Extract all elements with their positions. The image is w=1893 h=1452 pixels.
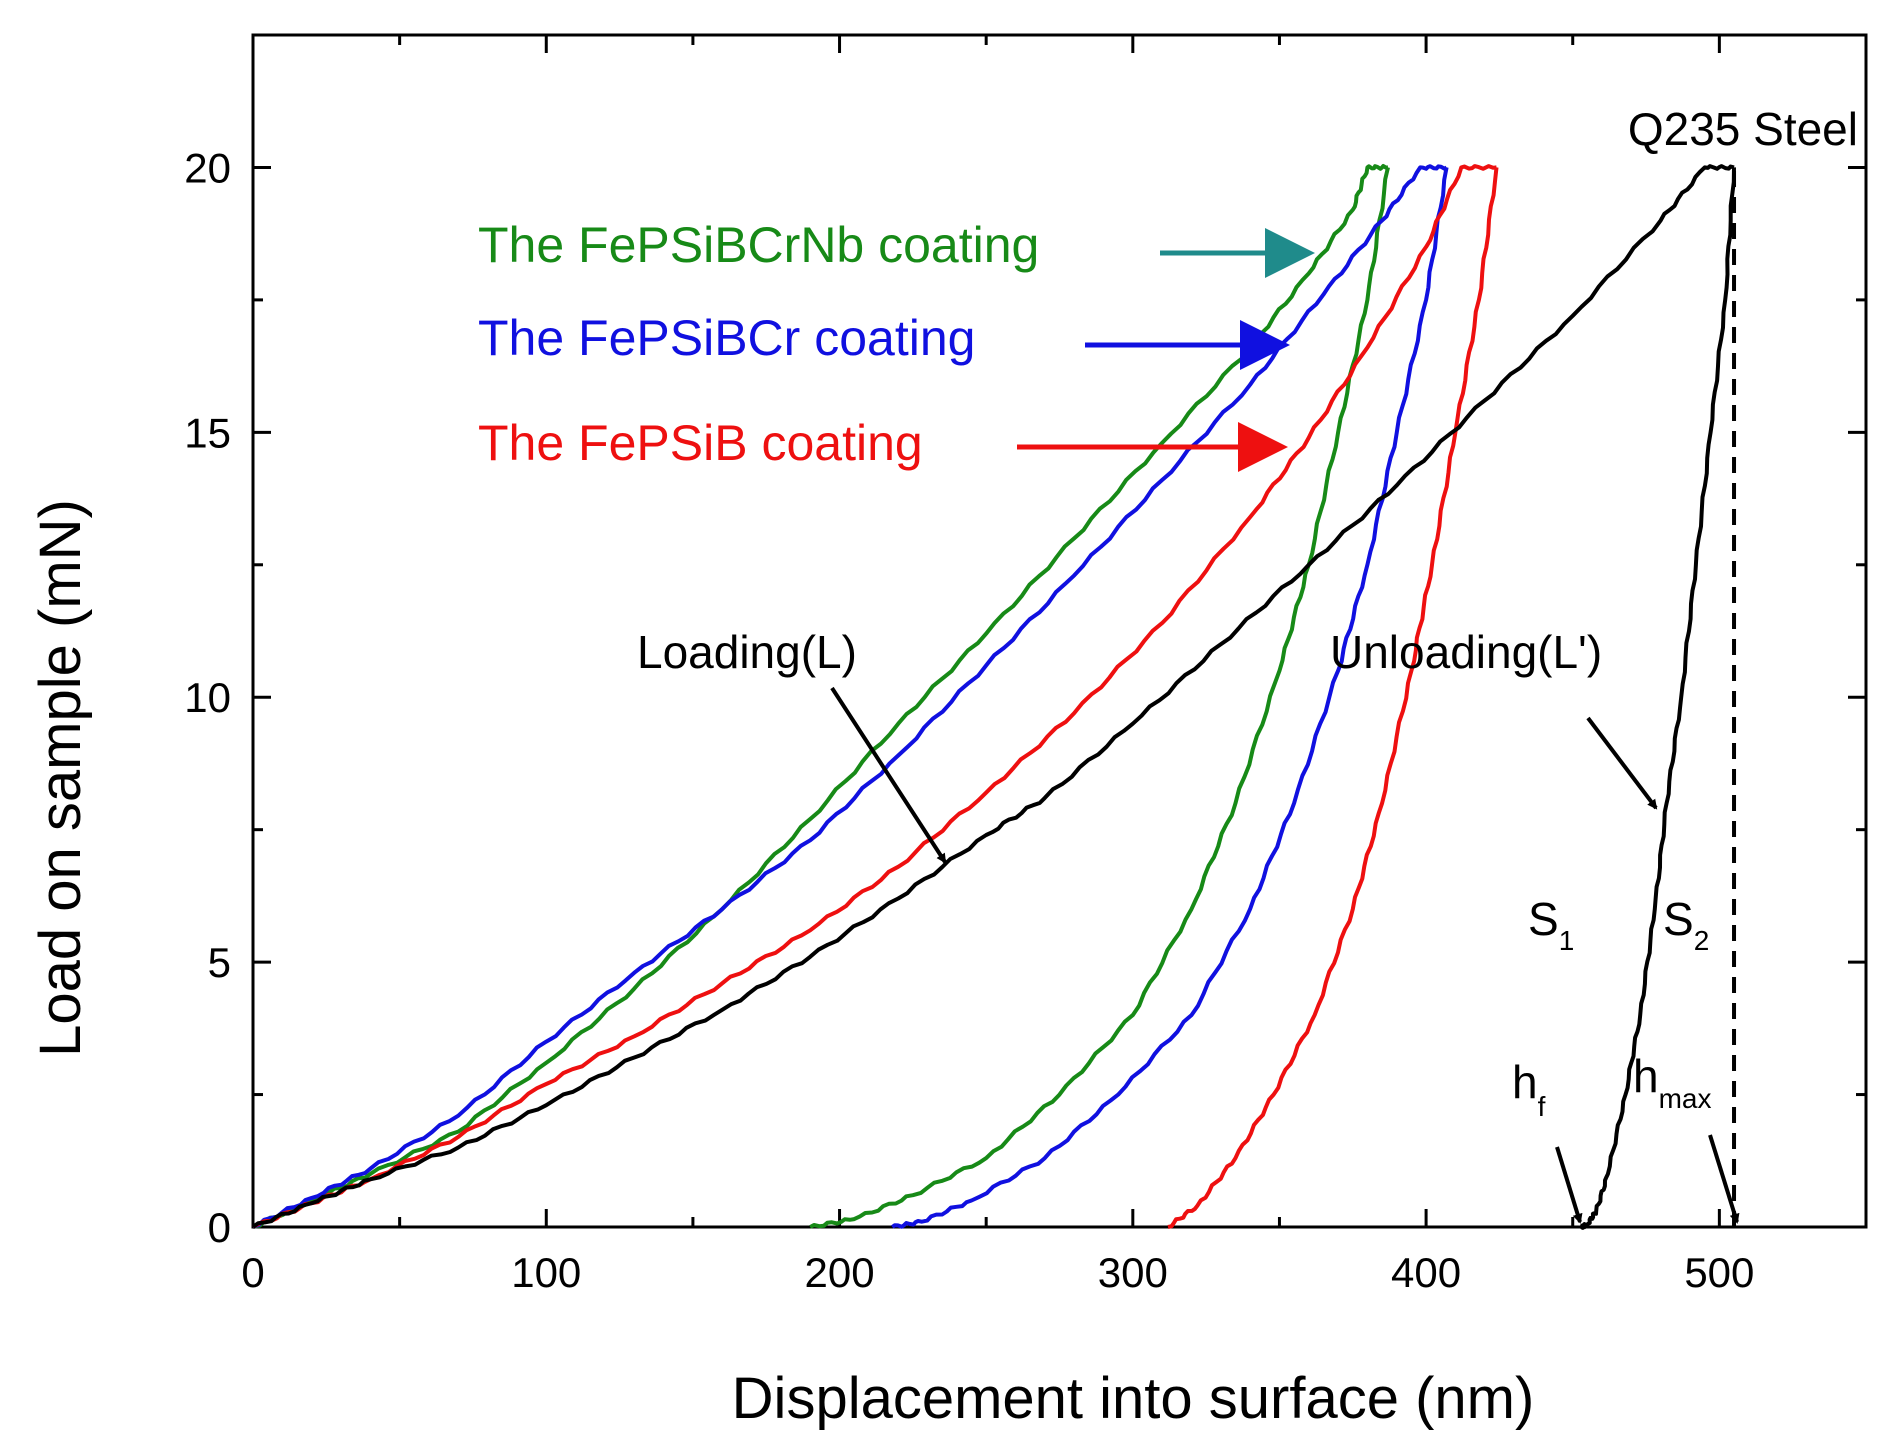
loading-curve-the-fepsibcrnb-coating [252, 164, 1389, 1229]
arrow-loading [830, 686, 947, 864]
plot-frame [251, 33, 1868, 1229]
x-axis-title: Displacement into surface (nm) [732, 1366, 1535, 1431]
label-unloading: Unloading(L') [1330, 626, 1602, 678]
y-tick-label: 20 [184, 144, 231, 191]
y-axis-title: Load on sample (mN) [28, 499, 93, 1057]
unloading-curve-the-fepsibcr-coating [891, 167, 1449, 1229]
label-fepsibcrnb: The FePSiBCrNb coating [478, 217, 1039, 273]
y-tick-label: 5 [208, 939, 231, 986]
label-fepsibcr: The FePSiBCr coating [478, 310, 975, 366]
label-fepsib: The FePSiB coating [478, 415, 923, 471]
label-q235-steel: Q235 Steel [1628, 103, 1858, 155]
label-hmax: hmax [1633, 1050, 1712, 1114]
axes: 0 100 200 300 400 500 0 5 10 15 20 [184, 33, 1868, 1296]
loading-curve-the-fepsib-coating [252, 164, 1497, 1229]
loading-curve-q235-steel [251, 164, 1735, 1229]
arrow-hf [1555, 1146, 1583, 1224]
y-tick-label: 15 [184, 409, 231, 456]
x-tick-label: 0 [241, 1249, 264, 1296]
unloading-curve-the-fepsibcrnb-coating [809, 166, 1390, 1229]
arrow-hmax [1708, 1134, 1740, 1224]
label-s2: S2 [1663, 893, 1709, 956]
x-tick-label: 300 [1098, 1249, 1168, 1296]
loading-curve-the-fepsibcr-coating [252, 164, 1448, 1229]
arrow-unloading [1586, 716, 1658, 810]
label-s1: S1 [1528, 893, 1574, 956]
x-tick-label: 100 [511, 1249, 581, 1296]
label-loading: Loading(L) [637, 626, 857, 678]
label-hf: hf [1512, 1056, 1546, 1122]
x-tick-label: 400 [1391, 1249, 1461, 1296]
unloading-curve-q235-steel [1580, 167, 1736, 1230]
x-tick-label: 200 [805, 1249, 875, 1296]
y-tick-label: 0 [208, 1204, 231, 1251]
x-tick-label: 500 [1684, 1249, 1754, 1296]
series-layer [251, 164, 1737, 1230]
y-tick-label: 10 [184, 674, 231, 721]
unloading-curve-the-fepsib-coating [1167, 167, 1499, 1229]
